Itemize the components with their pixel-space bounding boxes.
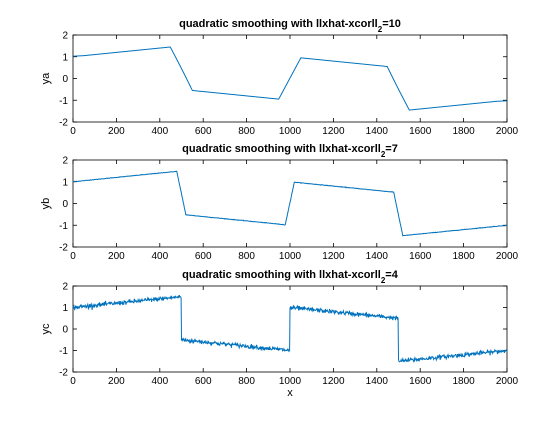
plot-area: 0 200 400 600 800 1000 1200 1400 1600 1800 2000 -2 -… xyxy=(59,156,518,263)
y-tick-label: 0 xyxy=(62,199,68,210)
x-tick-label: 1400 xyxy=(366,126,389,137)
x-tick-label: 1000 xyxy=(279,376,302,387)
series-line xyxy=(72,46,508,111)
x-tick-label: 0 xyxy=(70,251,76,262)
title-tail: =10 xyxy=(382,18,401,30)
title-subscript: 2 xyxy=(381,150,386,159)
y-tick-label: -1 xyxy=(59,221,68,232)
x-tick-label: 1200 xyxy=(322,126,345,137)
y-tick-label: 2 xyxy=(62,282,68,293)
x-tick-label: 1600 xyxy=(409,376,432,387)
subplot-title: quadratic smoothing with llxhat-xcorll2=… xyxy=(182,269,399,285)
x-tick-label: 200 xyxy=(108,251,125,262)
x-tick-label: 2000 xyxy=(496,251,519,262)
x-tick-label: 1400 xyxy=(366,376,389,387)
x-tick-label: 200 xyxy=(108,126,125,137)
title-text: quadratic smoothing with llxhat-xcorll xyxy=(182,269,381,281)
y-tick-label: 2 xyxy=(62,31,68,42)
subplot-title: quadratic smoothing with llxhat-xcorll2=… xyxy=(182,143,398,159)
title-tail: =7 xyxy=(385,143,398,155)
y-tick-label: -1 xyxy=(59,96,68,107)
x-tick-label: 1200 xyxy=(322,251,345,262)
y-tick-label: 0 xyxy=(62,325,68,336)
plot-area: 0 200 400 600 800 1000 1200 1400 1600 1800 2000 -2 -… xyxy=(59,31,518,138)
x-tick-label: 1800 xyxy=(452,126,475,137)
x-tick-label: 0 xyxy=(70,376,76,387)
y-tick-label: 1 xyxy=(62,177,68,188)
y-axis-label: yb xyxy=(40,198,52,210)
x-tick-label: 800 xyxy=(238,251,255,262)
subplot-top: quadratic smoothing with llxhat-xcorll2=… xyxy=(40,18,519,137)
y-axis-label: yc xyxy=(40,323,52,335)
x-tick-label: 800 xyxy=(238,376,255,387)
x-tick-label: 1600 xyxy=(409,126,432,137)
title-text: quadratic smoothing with llxhat-xcorll xyxy=(179,18,378,30)
y-tick-label: -2 xyxy=(59,118,68,129)
x-tick-label: 2000 xyxy=(496,126,519,137)
y-tick-label: 0 xyxy=(62,74,68,85)
title-subscript: 2 xyxy=(381,276,386,285)
x-tick-label: 400 xyxy=(151,251,168,262)
series-line xyxy=(72,294,508,364)
title-subscript: 2 xyxy=(378,25,383,34)
x-tick-label: 800 xyxy=(238,126,255,137)
y-tick-label: 1 xyxy=(62,52,68,63)
subplot-bottom: quadratic smoothing with llxhat-xcorll2=… xyxy=(40,269,519,399)
x-tick-label: 1800 xyxy=(452,376,475,387)
y-tick-label: -2 xyxy=(59,243,68,254)
x-tick-label: 1800 xyxy=(452,251,475,262)
y-tick-label: -2 xyxy=(59,368,68,379)
x-tick-label: 600 xyxy=(195,126,212,137)
y-tick-label: 1 xyxy=(62,303,68,314)
x-tick-label: 1200 xyxy=(322,376,345,387)
y-tick-label: -1 xyxy=(59,346,68,357)
x-tick-label: 1000 xyxy=(279,126,302,137)
subplot-middle: quadratic smoothing with llxhat-xcorll2=… xyxy=(40,143,519,262)
x-tick-label: 400 xyxy=(151,126,168,137)
x-axis-label: x xyxy=(287,387,293,399)
x-tick-label: 0 xyxy=(70,126,76,137)
x-tick-label: 1400 xyxy=(366,251,389,262)
plot-area: 0 200 400 600 800 1000 1200 1400 1600 1800 2000 -2 -… xyxy=(59,282,518,388)
x-tick-label: 600 xyxy=(195,251,212,262)
title-text: quadratic smoothing with llxhat-xcorll xyxy=(182,143,381,155)
y-tick-label: 2 xyxy=(62,156,68,167)
x-tick-label: 600 xyxy=(195,376,212,387)
x-tick-label: 400 xyxy=(151,376,168,387)
x-tick-label: 1600 xyxy=(409,251,432,262)
title-tail: =4 xyxy=(385,269,398,281)
x-tick-label: 1000 xyxy=(279,251,302,262)
x-tick-label: 2000 xyxy=(496,376,519,387)
series-line xyxy=(72,170,508,237)
x-tick-label: 200 xyxy=(108,376,125,387)
y-axis-label: ya xyxy=(40,72,52,85)
subplot-title: quadratic smoothing with llxhat-xcorll2=… xyxy=(179,18,401,34)
